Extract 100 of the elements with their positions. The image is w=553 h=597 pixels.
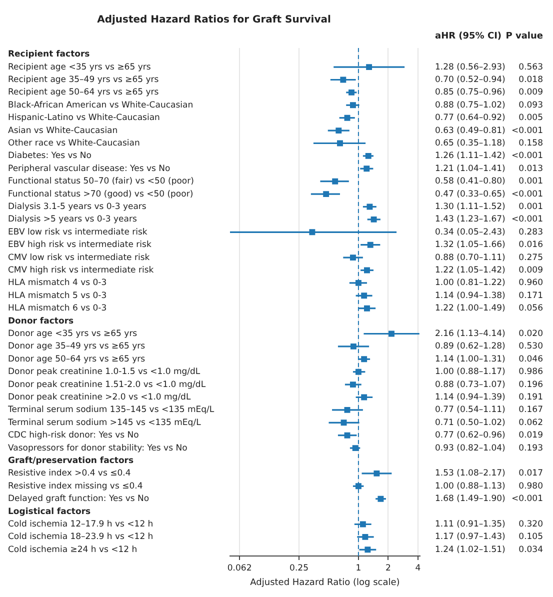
point bbox=[350, 102, 356, 108]
text: 0.009 bbox=[518, 265, 543, 276]
y-tick-label: CMV low risk vs intermediate risk bbox=[8, 252, 150, 263]
chart-title: Adjusted Hazard Ratios for Graft Survival bbox=[97, 14, 331, 26]
y-tick-label: Terminal serum sodium 135–145 vs <135 mEq/L bbox=[7, 405, 214, 416]
text: 0.193 bbox=[518, 443, 543, 454]
data-label: 0.63 (0.49–0.81) bbox=[435, 126, 506, 136]
y-tick-label: Functional status 50–70 (fair) vs <50 (poor) bbox=[8, 176, 194, 187]
point bbox=[364, 267, 370, 274]
text: 0.018 bbox=[518, 74, 543, 85]
y-tick-label: Recipient factors bbox=[8, 50, 90, 60]
y-tick-label: Hispanic-Latino vs White-Caucasian bbox=[8, 113, 160, 124]
y-tick-label: HLA mismatch 5 vs 0-3 bbox=[8, 290, 107, 301]
data-label: 1.17 (0.97–1.43) bbox=[435, 532, 506, 542]
point bbox=[340, 420, 347, 426]
data-label: 1.00 (0.88–1.13) bbox=[435, 481, 506, 492]
data-label: 0.77 (0.64–0.92) bbox=[435, 113, 506, 124]
y-tick-label: Cold ischemia 18–23.9 h vs <12 h bbox=[8, 532, 154, 542]
x-tick-label: 0.062 bbox=[227, 563, 252, 574]
text: 0.191 bbox=[518, 392, 543, 402]
data-label: 1.21 (1.04–1.41) bbox=[435, 164, 506, 174]
x-tick-label: 4 bbox=[415, 563, 421, 574]
text: 0.167 bbox=[518, 405, 543, 416]
text: P value bbox=[506, 31, 543, 42]
text: 0.056 bbox=[518, 304, 543, 314]
y-tick-label: Cold ischemia 12–17.9 h vs <12 h bbox=[8, 519, 154, 530]
point bbox=[350, 254, 356, 261]
y-tick-label: Donor peak creatinine 1.51-2.0 vs <1.0 mg/dL bbox=[8, 380, 206, 390]
text: 0.009 bbox=[518, 88, 543, 98]
text: 0.005 bbox=[518, 113, 543, 124]
data-label: 0.71 (0.50–1.02) bbox=[435, 418, 506, 428]
data-label: 0.88 (0.70–1.11) bbox=[435, 252, 506, 263]
text: 0.158 bbox=[518, 138, 543, 148]
text: 0.530 bbox=[518, 342, 543, 352]
y-tick-label: Resistive index missing vs ≤0.4 bbox=[8, 481, 143, 492]
data-label: 0.89 (0.62–1.28) bbox=[435, 342, 506, 352]
text: 0.019 bbox=[518, 430, 543, 441]
data-label: 0.34 (0.05–2.43) bbox=[435, 227, 506, 238]
text: 0.016 bbox=[518, 240, 543, 250]
text: 0.034 bbox=[518, 544, 543, 555]
y-tick-label: Functional status >70 (good) vs <50 (poor) bbox=[8, 189, 194, 200]
data-label: 0.65 (0.35–1.18) bbox=[435, 138, 506, 148]
y-tick-label: CDC high-risk donor: Yes vs No bbox=[8, 430, 139, 441]
data-label: 1.00 (0.81–1.22) bbox=[435, 278, 506, 288]
point bbox=[366, 204, 373, 210]
y-tick-label: CMV high risk vs intermediate risk bbox=[8, 265, 154, 276]
text: 0.171 bbox=[518, 290, 543, 301]
text: 0.105 bbox=[518, 532, 543, 542]
y-tick-label: HLA mismatch 4 vs 0-3 bbox=[8, 278, 107, 288]
text: 0.013 bbox=[518, 164, 543, 174]
point bbox=[340, 76, 346, 83]
point bbox=[352, 445, 358, 452]
text: <0.001 bbox=[512, 214, 543, 225]
text: 0.283 bbox=[518, 227, 543, 238]
y-tick-label: Peripheral vascular disease: Yes vs No bbox=[8, 164, 170, 174]
y-tick-label: Dialysis >5 years vs 0-3 years bbox=[8, 214, 138, 225]
point bbox=[367, 242, 374, 248]
text: 0.980 bbox=[518, 481, 543, 492]
data-label: 1.28 (0.56–2.93) bbox=[435, 62, 506, 72]
data-label: 0.88 (0.73–1.07) bbox=[435, 380, 506, 390]
point bbox=[355, 368, 362, 375]
text: 0.001 bbox=[518, 176, 543, 187]
y-tick-label: Diabetes: Yes vs No bbox=[8, 151, 92, 162]
y-tick-label: HLA mismatch 6 vs 0-3 bbox=[8, 304, 107, 314]
text: 0.062 bbox=[518, 418, 543, 428]
data-label: 0.77 (0.62–0.96) bbox=[435, 430, 506, 441]
text: 0.275 bbox=[518, 252, 543, 263]
text: 0.046 bbox=[518, 354, 543, 364]
y-tick-label: Donor peak creatinine >2.0 vs <1.0 mg/dL bbox=[8, 392, 191, 402]
point bbox=[362, 534, 368, 540]
data-label: 1.43 (1.23–1.67) bbox=[435, 214, 506, 225]
point bbox=[360, 521, 366, 528]
y-tick-label: Delayed graft function: Yes vs No bbox=[8, 494, 150, 504]
text: <0.001 bbox=[512, 189, 543, 200]
text: 0.960 bbox=[518, 278, 543, 288]
y-tick-label: Recipient age 50–64 yrs vs ≥65 yrs bbox=[8, 88, 160, 98]
data-label: 1.53 (1.08–2.17) bbox=[435, 468, 506, 479]
point bbox=[344, 114, 350, 121]
y-tick-label: EBV high risk vs intermediate risk bbox=[8, 240, 152, 250]
text: 0.986 bbox=[518, 367, 543, 378]
y-tick-label: Black-African American vs White-Caucasian bbox=[8, 100, 194, 110]
data-label: 0.47 (0.33–0.65) bbox=[435, 189, 506, 200]
data-label: 2.16 (1.13–4.14) bbox=[435, 328, 506, 339]
text: <0.001 bbox=[512, 126, 543, 136]
point bbox=[364, 305, 370, 312]
y-tick-label: Vasopressors for donor stability: Yes vs No bbox=[8, 443, 188, 454]
text: 0.196 bbox=[518, 380, 543, 390]
point bbox=[355, 483, 362, 490]
point bbox=[361, 356, 368, 362]
text: 0.320 bbox=[518, 519, 543, 530]
data-label: 0.88 (0.75–1.02) bbox=[435, 100, 506, 110]
data-label: 0.77 (0.54–1.11) bbox=[435, 405, 506, 416]
y-tick-label: EBV low risk vs intermediate risk bbox=[8, 227, 148, 238]
y-tick-label: Recipient age 35–49 yrs vs ≥65 yrs bbox=[8, 74, 160, 85]
text: 0.001 bbox=[518, 202, 543, 212]
point bbox=[361, 292, 368, 299]
y-tick-label: Donor age 50–64 yrs vs ≥65 yrs bbox=[8, 354, 146, 364]
data-label: 1.14 (0.94–1.39) bbox=[435, 392, 506, 402]
text: 0.093 bbox=[518, 100, 543, 110]
point bbox=[350, 382, 356, 388]
